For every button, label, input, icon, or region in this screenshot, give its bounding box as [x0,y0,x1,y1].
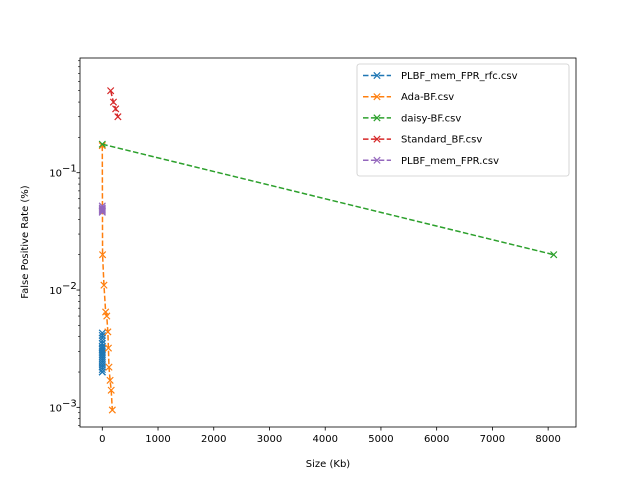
data-point [98,142,106,150]
x-tick-label: 4000 [312,434,337,445]
legend-item: Standard_BF.csv [363,135,482,146]
legend-marker [373,156,381,164]
data-point [98,205,106,213]
legend-item: Ada-BF.csv [363,92,454,103]
y-axis-label: False Positive Rate (%) [20,185,31,299]
data-point [108,406,116,414]
data-point [98,251,107,259]
data-point [107,87,115,95]
legend-label: Standard_BF.csv [401,135,482,146]
data-point [114,113,122,121]
data-point [98,334,106,342]
series-2 [98,140,558,259]
y-tick-label: 10 [49,286,62,297]
x-tick-label: 0 [99,434,105,445]
series-0 [98,329,106,376]
y-tick-exponent: −3 [62,398,77,409]
y-tick-exponent: −1 [62,164,77,175]
legend-marker [373,114,381,122]
data-point [98,365,106,374]
legend-marker [373,71,381,80]
x-tick-label: 1000 [145,434,170,445]
legend-box [356,63,570,177]
legend-marker [373,93,381,101]
plot-frame [79,57,577,428]
x-axis-ticks: 0 1000 2000 3000 4000 5000 6000 7000 8000 [99,427,561,445]
legend-label: PLBF_mem_FPR_rfc.csv [401,71,518,82]
data-point [106,376,114,384]
legend-label: PLBF_mem_FPR.csv [401,156,499,167]
x-tick-label: 3000 [257,434,282,445]
series-layer [98,87,558,414]
data-point [98,206,106,214]
series-3 [107,87,122,121]
x-tick-label: 6000 [424,434,449,445]
legend-label: daisy-BF.csv [401,113,461,124]
data-point [112,105,120,113]
series-line [102,143,554,256]
data-point [104,328,112,336]
series-4 [98,202,106,216]
y-tick-label: 10 [49,403,62,414]
data-point [103,312,111,320]
legend-item: PLBF_mem_FPR.csv [363,156,499,167]
x-axis-label: Size (Kb) [306,459,351,470]
y-tick-label: 10 [49,169,62,180]
data-point [104,344,113,352]
legend-item: PLBF_mem_FPR_rfc.csv [363,71,518,82]
x-tick-label: 7000 [480,434,505,445]
legend-label: Ada-BF.csv [401,92,454,103]
data-point [100,281,108,289]
data-point [98,208,106,216]
data-point [98,368,106,376]
legend-marker [373,135,381,143]
data-point [98,140,106,148]
data-point [98,207,106,215]
data-point [107,386,115,394]
x-tick-label: 5000 [368,434,393,445]
data-point [102,308,110,316]
x-tick-label: 2000 [201,434,226,445]
y-axis-ticks: 10−310−210−1 [49,60,80,426]
data-point [98,331,106,340]
series-1 [98,142,116,414]
data-point [98,337,106,345]
legend: PLBF_mem_FPR_rfc.csv Ada-BF.csv daisy-BF.c… [356,63,570,177]
legend-item: daisy-BF.csv [363,113,461,124]
data-point [98,346,106,354]
data-point [550,251,558,259]
data-point [109,98,118,106]
data-point [105,363,113,371]
x-tick-label: 8000 [535,434,560,445]
y-tick-exponent: −2 [62,281,77,292]
